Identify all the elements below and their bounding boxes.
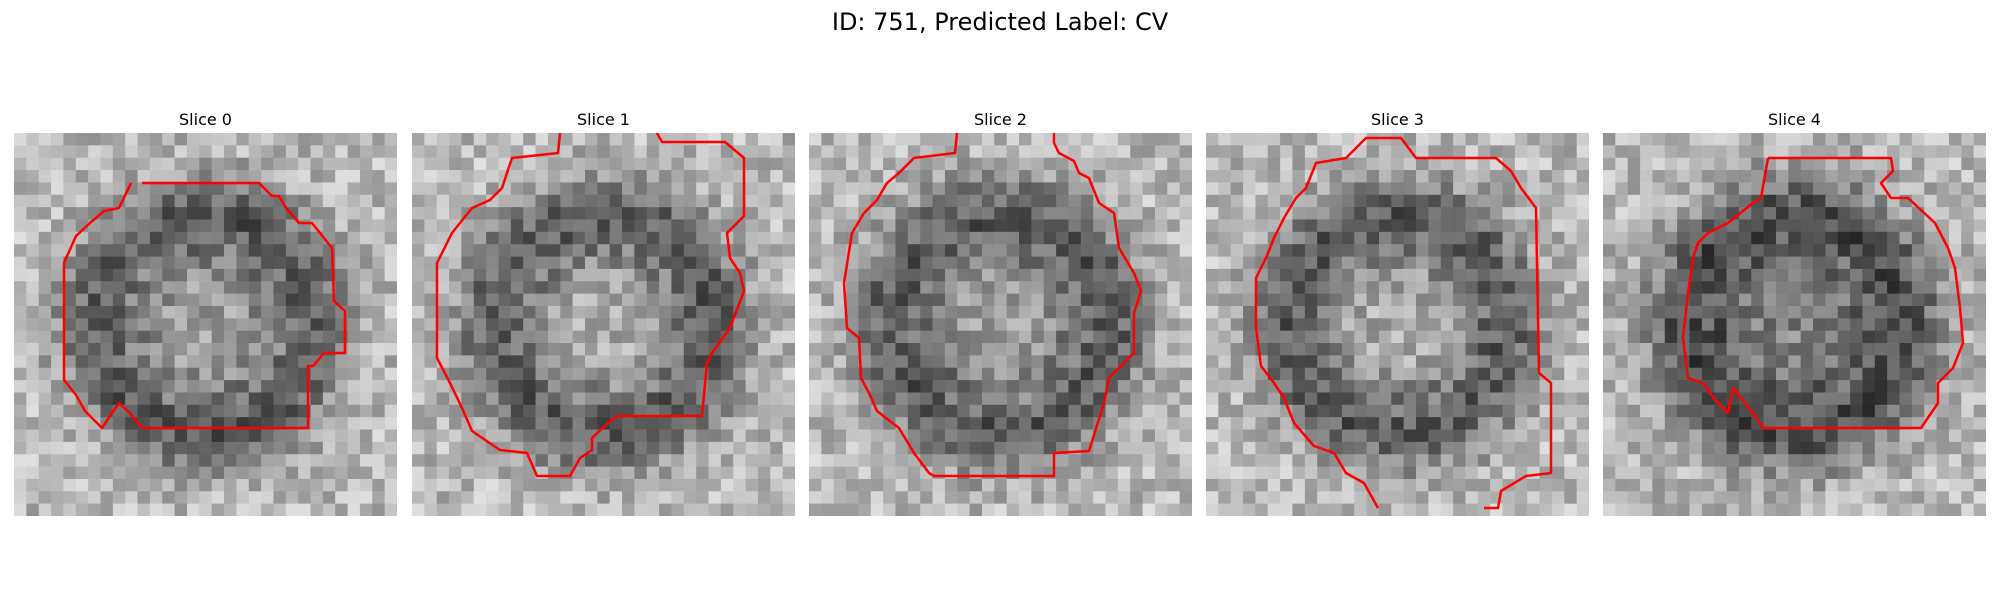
slice-title: Slice 0: [179, 110, 232, 129]
slice-title: Slice 4: [1768, 110, 1821, 129]
slice-image-svg: [1206, 133, 1589, 516]
slice-title: Slice 3: [1371, 110, 1424, 129]
slice-image: [412, 133, 795, 516]
slice-image-svg: [14, 133, 397, 516]
slice-title: Slice 2: [974, 110, 1027, 129]
slice-image: [809, 133, 1192, 516]
slice-image: [14, 133, 397, 516]
slice-title: Slice 1: [577, 110, 630, 129]
slice-image-svg: [809, 133, 1192, 516]
figure-title: ID: 751, Predicted Label: CV: [831, 8, 1169, 36]
slice-image: [1603, 133, 1986, 516]
slice-image-svg: [1603, 133, 1986, 516]
slice-image: [1206, 133, 1589, 516]
slice-image-svg: [412, 133, 795, 516]
